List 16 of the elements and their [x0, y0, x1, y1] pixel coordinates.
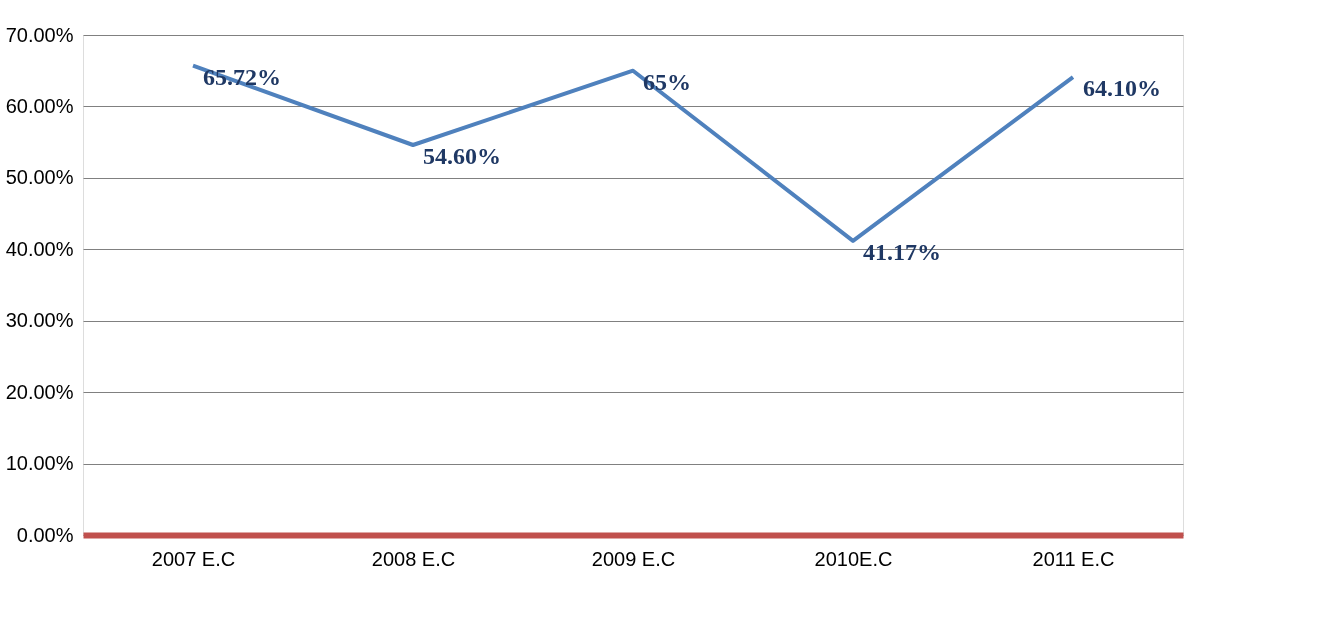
x-tick-label: 2008 E.C [371, 547, 456, 570]
line-series [191, 63, 1075, 243]
x-tick-label: 2009 E.C [591, 547, 676, 570]
y-tick-label: 20.00% [5, 380, 74, 403]
y-tick-label: 10.00% [5, 452, 74, 475]
y-tick-label: 0.00% [16, 523, 74, 546]
y-tick-label: 70.00% [5, 23, 74, 46]
x-tick-label: 2007 E.C [151, 547, 236, 570]
y-tick-label: 40.00% [5, 237, 74, 260]
y-tick-label: 60.00% [5, 94, 74, 117]
x-tick-label: 2010E.C [814, 547, 893, 570]
y-tick-label: 50.00% [5, 166, 74, 189]
y-tick-label: 30.00% [5, 309, 74, 332]
text: 54.60% [423, 143, 501, 169]
x-tick-label: 2011 E.C [1032, 547, 1115, 570]
text: 64.10% [1083, 75, 1161, 102]
